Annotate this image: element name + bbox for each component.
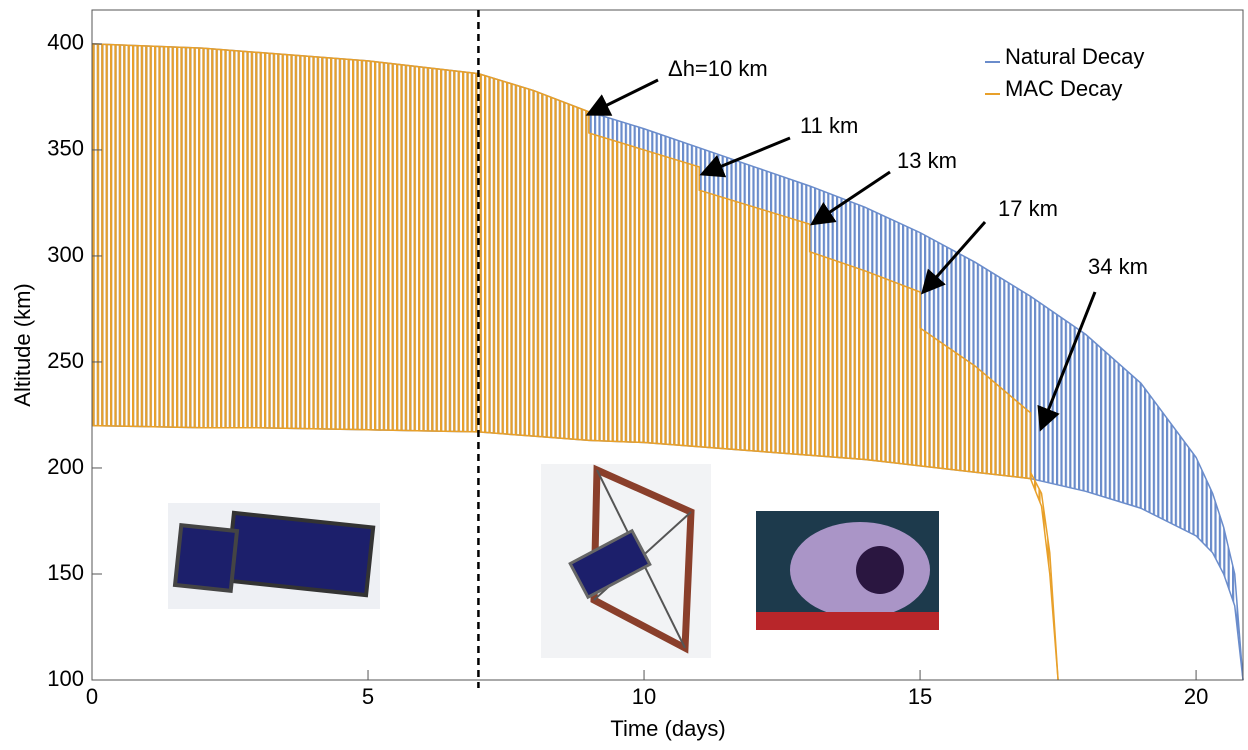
annotation: 11 km (800, 113, 858, 138)
page: Time (days) Altitude (km) Natural Decay M… (0, 0, 1248, 750)
y-tick-label: 400 (47, 30, 84, 55)
x-tick-label: 10 (632, 684, 656, 709)
legend-label: MAC Decay (1005, 76, 1122, 101)
y-tick-label: 300 (47, 242, 84, 267)
legend-label: Natural Decay (1005, 44, 1144, 69)
plasma-core (856, 546, 904, 594)
x-tick-label: 5 (362, 684, 374, 709)
annotation-arrow (591, 80, 658, 113)
y-tick-label: 150 (47, 560, 84, 585)
cubesat-end (175, 525, 237, 591)
cubesat (227, 513, 373, 595)
x-axis-label: Time (days) (610, 716, 725, 741)
annotation: 17 km (998, 196, 1058, 221)
plasma-horizon (756, 612, 939, 630)
annotation: 34 km (1088, 254, 1148, 279)
annotation: Δh=10 km (668, 56, 768, 81)
y-tick-label: 200 (47, 454, 84, 479)
y-axis-label: Altitude (km) (10, 283, 35, 406)
x-tick-label: 15 (908, 684, 932, 709)
y-tick-label: 100 (47, 666, 84, 691)
y-tick-label: 250 (47, 348, 84, 373)
annotation: 13 km (897, 148, 957, 173)
y-tick-label: 350 (47, 136, 84, 161)
x-tick-label: 0 (86, 684, 98, 709)
illustrations (168, 464, 939, 658)
x-tick-label: 20 (1184, 684, 1208, 709)
chart: Time (days) Altitude (km) Natural Decay M… (0, 0, 1248, 745)
